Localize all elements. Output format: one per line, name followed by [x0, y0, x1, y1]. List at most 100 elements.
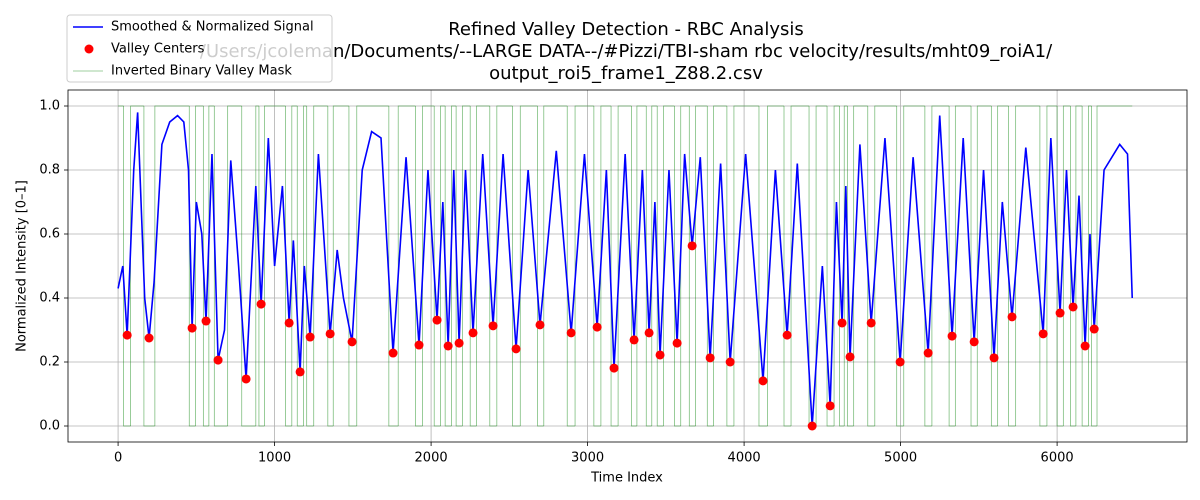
mask-step — [348, 106, 357, 427]
valley-point — [1007, 312, 1017, 322]
mask-step — [296, 106, 304, 427]
y-axis-label: Normalized Intensity [0–1] — [15, 180, 30, 352]
mask-step — [306, 106, 314, 427]
mask-step — [610, 106, 619, 427]
valley-point — [325, 329, 335, 339]
valley-point — [1038, 329, 1048, 339]
mask-step — [867, 106, 875, 427]
mask-step — [948, 106, 956, 427]
y-tick-label: 0.8 — [39, 163, 60, 178]
mask-step — [388, 106, 399, 427]
mask-step — [843, 105, 848, 426]
mask-step — [839, 106, 845, 427]
mask-step — [663, 105, 675, 426]
valley-point — [566, 328, 576, 338]
valley-point — [241, 374, 251, 384]
mask-step — [397, 105, 416, 426]
mask-step — [574, 105, 594, 426]
mask-step — [645, 106, 652, 427]
mask-step — [123, 106, 131, 427]
valley-point — [923, 348, 933, 358]
valley-point — [535, 320, 545, 330]
mask-step — [154, 105, 190, 426]
mask-step — [1070, 106, 1076, 427]
mask-step — [227, 105, 242, 426]
mask-step — [332, 105, 349, 426]
valley-point — [687, 241, 697, 251]
mask-step — [303, 105, 307, 426]
mask-step — [469, 106, 477, 427]
chart-title: /Users/jcoleman/Documents/--LARGE DATA--… — [200, 41, 1053, 62]
mask-step — [790, 105, 810, 426]
valley-point — [256, 299, 266, 309]
x-tick-label: 0 — [114, 451, 122, 466]
mask-step — [726, 106, 734, 427]
mask-step — [258, 106, 265, 427]
mask-step — [566, 106, 576, 427]
valley-point — [629, 335, 639, 345]
valley-point — [144, 333, 154, 343]
mask-step — [1008, 106, 1016, 427]
mask-step — [356, 105, 389, 426]
mask-step — [695, 105, 708, 426]
valley-point — [432, 315, 442, 325]
mask-step — [600, 105, 612, 426]
mask-step — [213, 106, 228, 427]
plot-frame — [67, 89, 1188, 443]
legend-label: Smoothed & Normalized Signal — [111, 20, 314, 35]
valley-point — [388, 348, 398, 358]
mask-step — [990, 106, 998, 427]
valley-point — [825, 401, 835, 411]
valley-point — [655, 350, 665, 360]
mask-step — [924, 106, 932, 427]
mask-step — [327, 106, 334, 427]
chart-title: output_roi5_frame1_Z88.2.csv — [489, 63, 763, 84]
mask-step — [713, 105, 727, 426]
mask-step — [130, 105, 144, 426]
mask-step — [415, 106, 423, 427]
y-tick-label: 0.2 — [39, 355, 60, 370]
mask-step — [651, 105, 658, 426]
valley-point — [845, 352, 855, 362]
mask-step — [674, 106, 681, 427]
x-tick-label: 2000 — [415, 451, 448, 466]
mask-step — [997, 105, 1009, 426]
valley-point — [443, 341, 453, 351]
x-tick-label: 6000 — [1041, 451, 1074, 466]
valley-point — [947, 331, 957, 341]
x-tick-label: 1000 — [258, 451, 291, 466]
valley-point — [725, 357, 735, 367]
mask-step — [656, 106, 664, 427]
mask-step — [422, 105, 435, 426]
mask-step — [1088, 105, 1092, 426]
mask-step — [313, 105, 328, 426]
valley-point — [705, 353, 715, 363]
valley-point — [969, 337, 979, 347]
valley-point — [609, 363, 619, 373]
valley-point — [213, 355, 223, 365]
valley-point — [305, 332, 315, 342]
mask-step — [976, 105, 992, 426]
valley-point — [782, 330, 792, 340]
mask-step — [783, 106, 792, 427]
mask-step — [1046, 105, 1058, 426]
mask-step — [1096, 105, 1133, 426]
x-tick-label: 5000 — [884, 451, 917, 466]
valley-point — [454, 338, 464, 348]
mask-step — [489, 106, 497, 427]
valley-point — [672, 338, 682, 348]
mask-step — [874, 105, 897, 426]
valley-point — [989, 353, 999, 363]
y-tick-label: 0.6 — [39, 227, 60, 242]
mask-step — [512, 106, 521, 427]
signal-line — [117, 112, 1134, 427]
mask-step — [1039, 106, 1047, 427]
mask-step — [537, 106, 544, 427]
mask-step — [455, 106, 463, 427]
mask-step — [1091, 106, 1098, 427]
mask-step — [846, 106, 854, 427]
valley-point — [1055, 308, 1065, 318]
mask-step — [688, 106, 696, 427]
valley-point — [488, 321, 498, 331]
mask-step — [636, 105, 647, 426]
